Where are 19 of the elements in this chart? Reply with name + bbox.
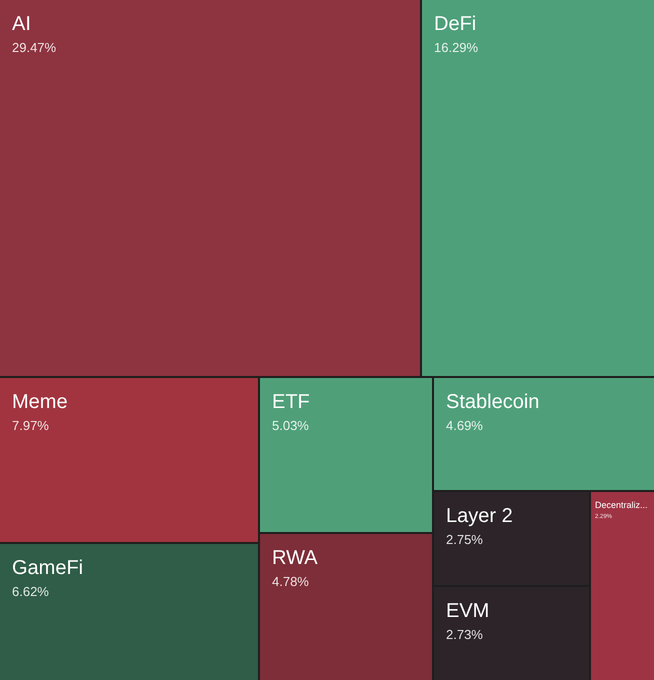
- data-label: 6.62%: [12, 584, 50, 599]
- data-label: 7.97%: [12, 418, 50, 433]
- data-label: 29.47%: [12, 40, 57, 55]
- category-label: Meme: [12, 391, 68, 413]
- category-label: Layer 2: [446, 505, 513, 527]
- category-label: DeFi: [434, 13, 476, 35]
- category-label: EVM: [446, 600, 490, 622]
- data-label: 16.29%: [434, 40, 479, 55]
- data-label: 2.73%: [446, 627, 484, 642]
- data-label: 2.75%: [446, 532, 484, 547]
- data-label: 4.69%: [446, 418, 484, 433]
- category-label: RWA: [272, 547, 318, 569]
- category-label: GameFi: [12, 557, 84, 579]
- category-label: Decentraliz...: [595, 500, 648, 510]
- category-label: Stablecoin: [446, 391, 540, 413]
- data-label: 4.78%: [272, 574, 310, 589]
- category-label: AI: [12, 13, 31, 35]
- data-label: 5.03%: [272, 418, 310, 433]
- category-label: ETF: [272, 391, 310, 413]
